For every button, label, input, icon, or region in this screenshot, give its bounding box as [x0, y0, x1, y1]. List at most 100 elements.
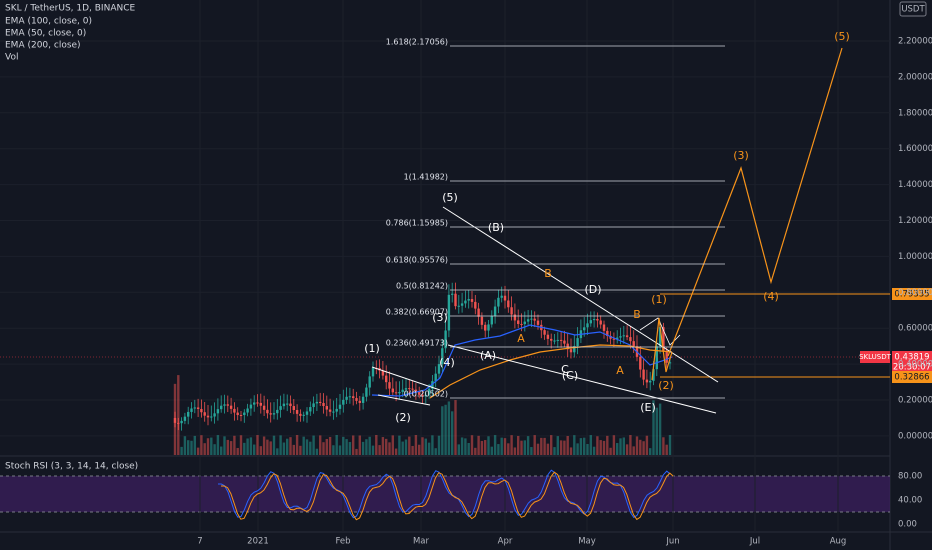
volume-bar	[536, 443, 540, 455]
candle	[513, 314, 517, 321]
price-tick: 0.40000	[898, 360, 932, 370]
candle	[355, 398, 358, 401]
volume-bar	[480, 440, 484, 455]
indicator: EMA (100, close, 0)	[5, 17, 92, 27]
volume-bar	[348, 442, 352, 455]
volume-bar	[507, 443, 510, 455]
price-tick: 1.00000	[898, 252, 932, 262]
candle	[559, 339, 563, 341]
candle	[497, 297, 500, 307]
volume-bar	[371, 445, 375, 455]
volume-bar	[394, 448, 398, 455]
volume-bar	[569, 447, 573, 455]
volume-bar	[365, 439, 368, 455]
volume-bar	[424, 438, 427, 455]
price-tick: 1.80000	[898, 108, 932, 118]
volume-bar	[454, 400, 457, 455]
last-tag	[892, 351, 932, 373]
volume-bar	[220, 446, 223, 455]
volume-bar	[315, 448, 319, 455]
volume-bar	[401, 441, 404, 455]
volume-bar	[226, 439, 229, 455]
indicator: EMA (50, close, 0)	[5, 29, 86, 39]
projection	[667, 47, 843, 357]
volume-bar	[266, 439, 269, 455]
flag-upper	[371, 366, 441, 391]
volume-bar	[352, 435, 355, 455]
volume-bar	[398, 435, 401, 455]
candle	[276, 409, 279, 414]
candle	[200, 408, 203, 413]
wave-label-orange: (4)	[763, 290, 779, 303]
candle	[566, 343, 569, 350]
volume-bar	[583, 437, 586, 455]
candle	[510, 307, 513, 315]
volume-bar	[457, 444, 460, 455]
candle	[295, 410, 299, 414]
candle	[401, 389, 404, 393]
wave-label-orange: B	[544, 267, 552, 280]
candle	[563, 340, 566, 344]
volume-bar	[216, 435, 220, 455]
volume-bar	[196, 447, 200, 455]
wave-label: (2)	[395, 411, 411, 424]
volume-bar	[517, 435, 520, 455]
volume-bar	[302, 436, 305, 455]
candle	[536, 320, 540, 325]
candle	[338, 404, 342, 409]
volume-bar	[441, 406, 444, 455]
candle	[454, 293, 457, 307]
support-tag	[892, 371, 932, 383]
candle	[388, 382, 391, 389]
candle	[642, 369, 645, 380]
wave-label-orange: (5)	[834, 30, 850, 43]
candle	[418, 392, 421, 395]
fib-label: 0.618(0.95576)	[386, 256, 448, 265]
candle	[322, 402, 325, 407]
candle	[226, 404, 229, 406]
wave-label-orange: (1)	[651, 293, 667, 306]
rsi-band	[0, 476, 890, 512]
candle	[649, 380, 652, 383]
volume-bar	[599, 440, 602, 455]
time-label: 2021	[247, 537, 269, 547]
candle	[662, 327, 665, 351]
countdown: 20:30:07	[893, 363, 931, 373]
time-label: Apr	[498, 537, 513, 547]
price-tick: 2.20000	[898, 37, 932, 47]
wave-label-orange: (2)	[658, 379, 674, 392]
candle	[190, 408, 193, 412]
candle	[434, 373, 437, 382]
volume-bar	[253, 444, 256, 455]
volume-bar	[187, 440, 190, 455]
price-tick: 0.60000	[898, 324, 932, 334]
volume-bar	[451, 411, 454, 455]
fib-label: 0.786(1.15985)	[386, 219, 448, 228]
volume-bar	[576, 443, 579, 455]
candle	[173, 418, 177, 423]
volume-bar	[256, 435, 259, 455]
volume-bar	[586, 444, 589, 455]
volume-bar	[464, 438, 467, 455]
volume-bar	[639, 439, 642, 455]
volume-bar	[200, 435, 203, 455]
candle	[520, 323, 523, 325]
volume-bar	[233, 435, 236, 455]
candle	[394, 392, 398, 394]
currency-box[interactable]	[899, 1, 927, 17]
candle	[645, 379, 649, 383]
volume-bar	[282, 442, 286, 455]
volume-bar	[546, 443, 550, 455]
volume-bar	[229, 441, 233, 455]
wave-label-orange: A	[517, 332, 525, 345]
candle	[625, 335, 629, 338]
wave-label: (C)	[562, 369, 578, 382]
fib-label: 1.618(2.17056)	[386, 38, 448, 47]
indicator: EMA (200, close)	[5, 41, 81, 51]
candle	[431, 381, 434, 389]
candle	[550, 338, 553, 341]
candle	[411, 388, 414, 390]
fib-label: 0.382(0.66907)	[386, 308, 448, 317]
fib-label: 0.5(0.81242)	[396, 282, 448, 291]
volume-bar	[180, 446, 183, 455]
